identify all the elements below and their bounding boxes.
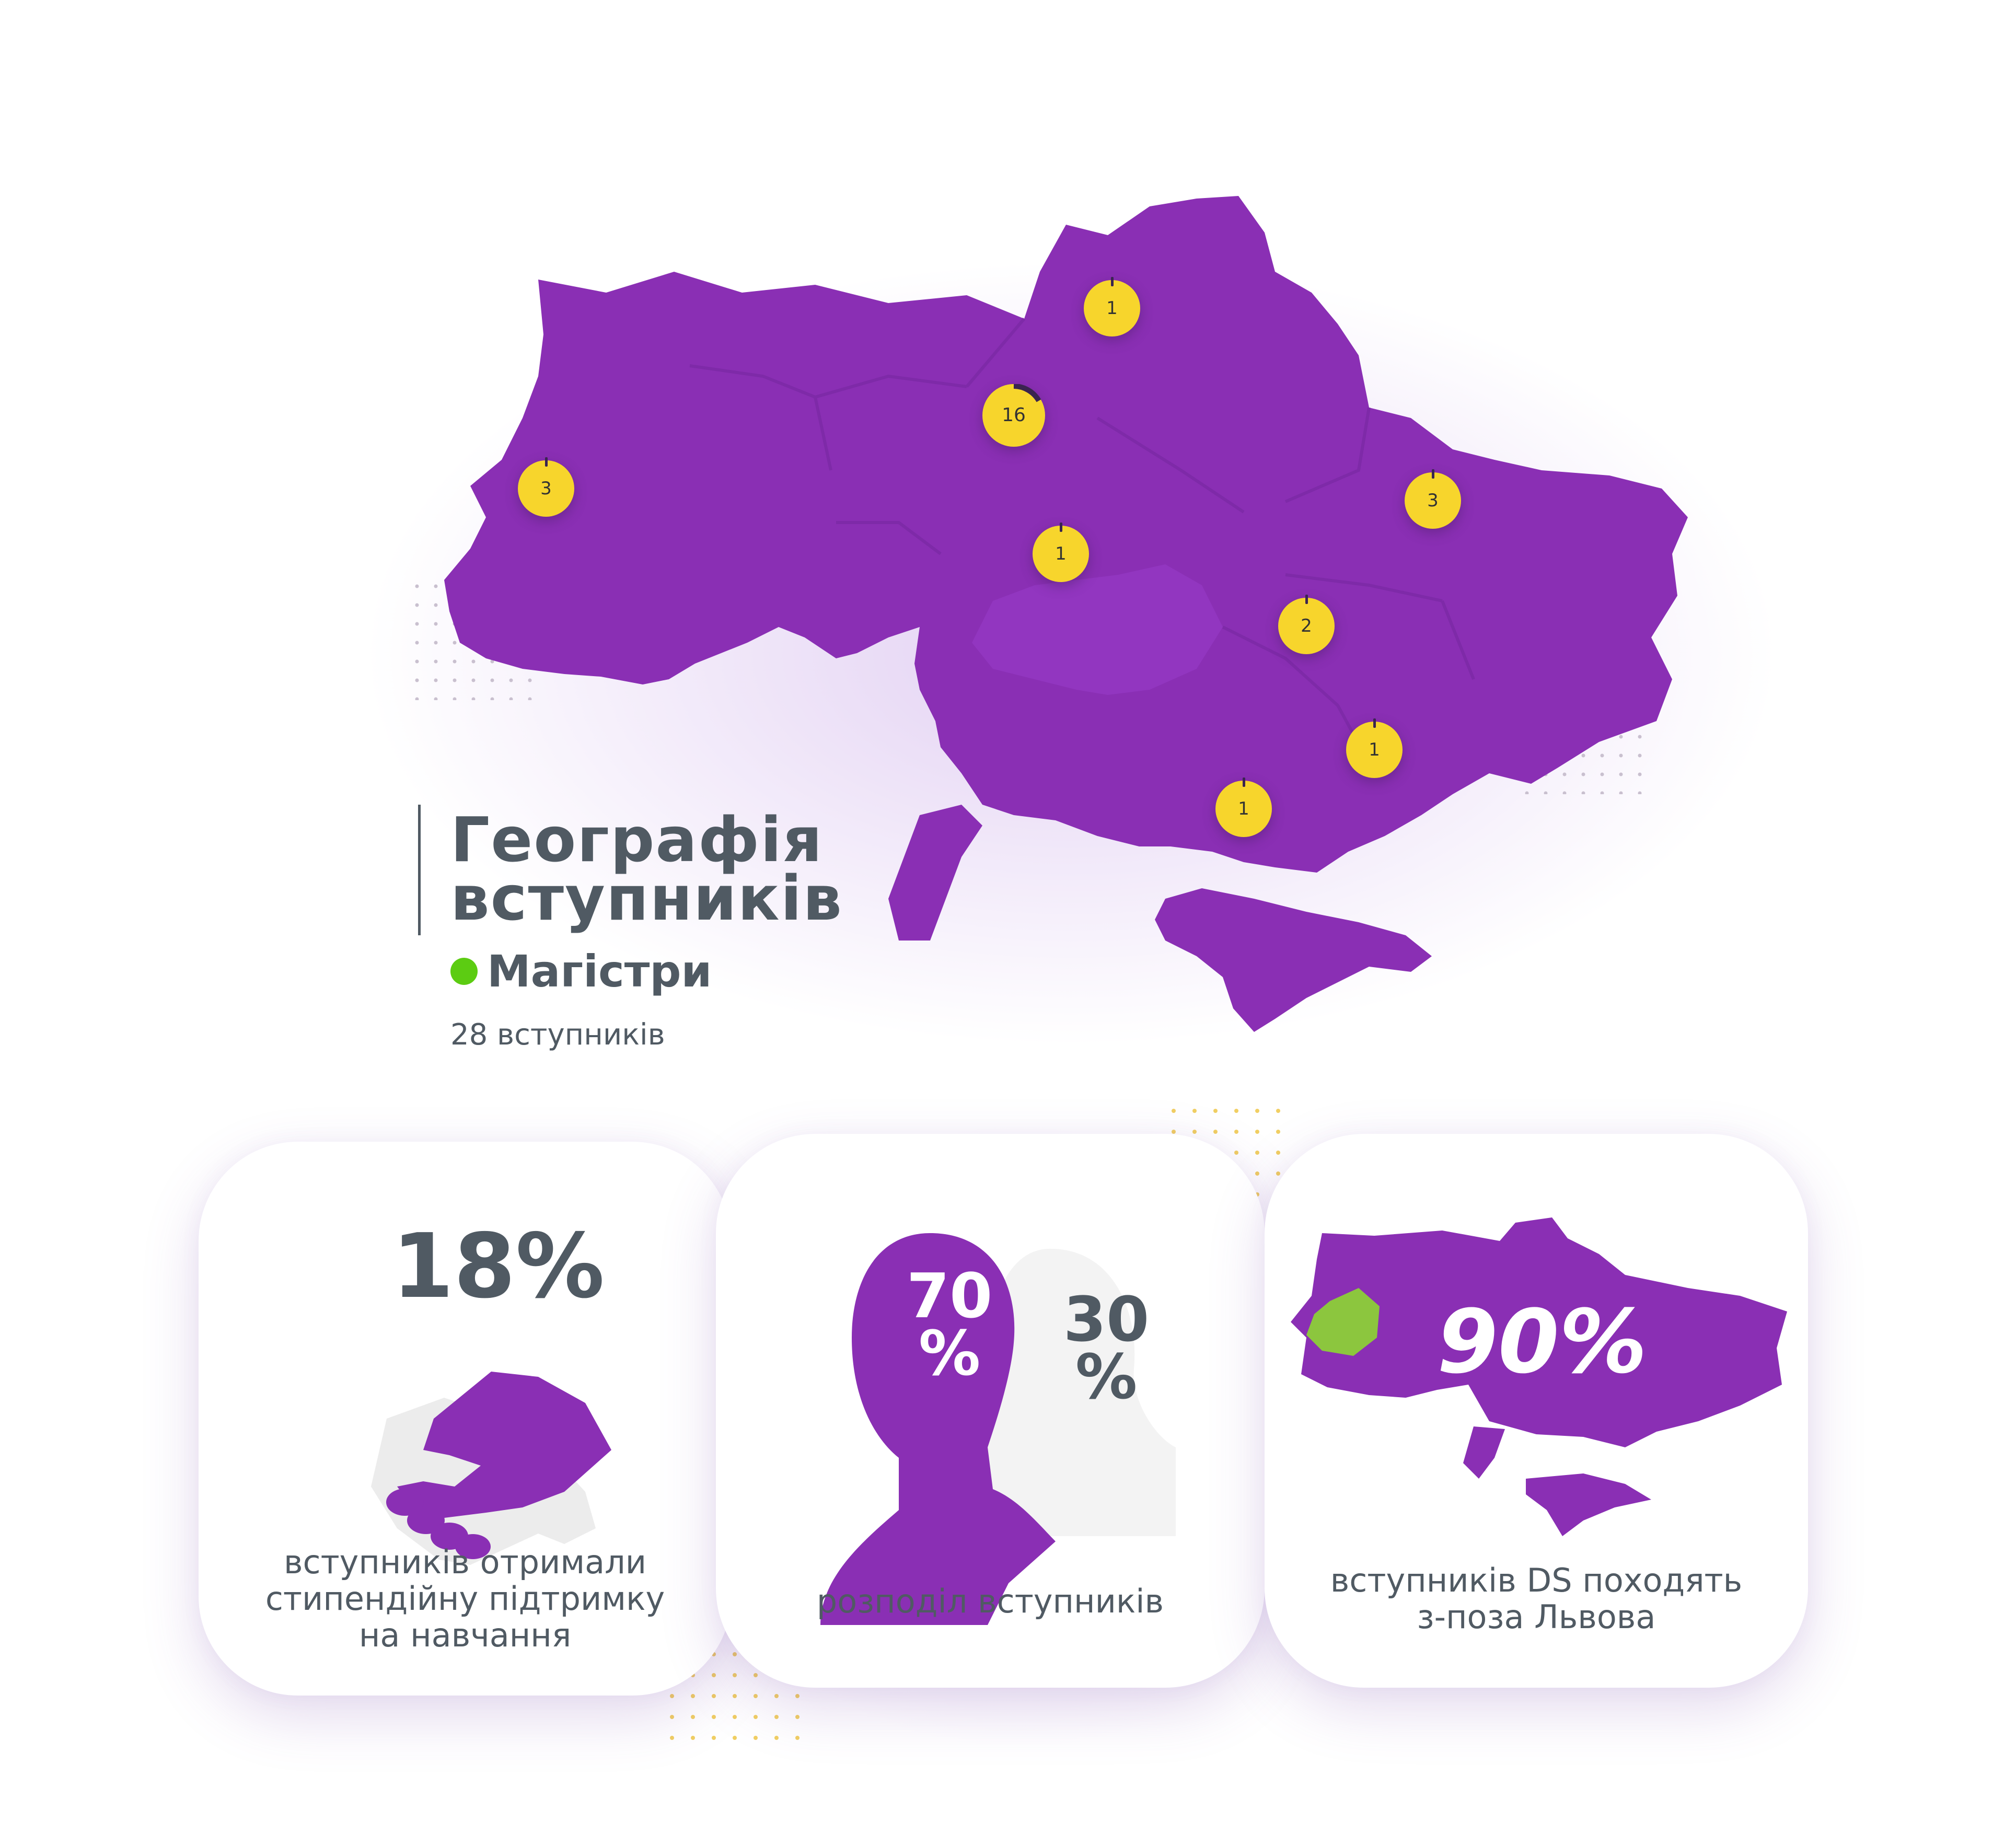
gender-caption: розподіл вступників bbox=[816, 1582, 1164, 1620]
mini-map-south bbox=[1463, 1426, 1505, 1479]
card-scholarship: 18% вступників отримали стипендійну підт… bbox=[199, 1142, 732, 1696]
marker-count: 3 bbox=[1427, 490, 1439, 511]
marker-disc bbox=[1033, 526, 1089, 582]
lviv-region-highlight bbox=[1306, 1288, 1380, 1356]
marker-count: 16 bbox=[1002, 404, 1026, 426]
marker-tick bbox=[1243, 777, 1245, 787]
marker-lviv[interactable]: 3 bbox=[518, 457, 574, 517]
mini-map-crimea bbox=[1526, 1473, 1651, 1536]
outside-lviv-value: 90% bbox=[1437, 1291, 1648, 1393]
marker-disc bbox=[1215, 781, 1272, 837]
female-percent: 30 % bbox=[1063, 1283, 1150, 1413]
marker-count: 1 bbox=[1106, 298, 1118, 319]
mini-map-mainland bbox=[1291, 1217, 1787, 1447]
legend-label: Магістри bbox=[487, 946, 712, 997]
marker-dnipro[interactable]: 2 bbox=[1278, 595, 1335, 654]
page-title-line1: Географія bbox=[450, 804, 824, 876]
male-silhouette bbox=[820, 1233, 1056, 1625]
marker-kherson[interactable]: 1 bbox=[1215, 777, 1272, 837]
scholarship-caption: вступників отримали стипендійну підтримк… bbox=[265, 1543, 665, 1654]
card-outside-lviv: 90% вступників DS походять з-поза Львова bbox=[1265, 1134, 1808, 1688]
marker-count: 1 bbox=[1369, 739, 1380, 760]
outside-lviv-caption: вступників DS походять з-поза Львова bbox=[1330, 1561, 1743, 1636]
scholarship-value: 18% bbox=[392, 1215, 605, 1318]
legend-dot bbox=[450, 958, 478, 985]
marker-tick bbox=[1305, 595, 1308, 604]
ukraine-mini-map bbox=[1291, 1217, 1787, 1536]
marker-disc bbox=[518, 460, 574, 517]
marker-disc bbox=[1084, 280, 1140, 336]
marker-vinnytsia[interactable]: 1 bbox=[1033, 523, 1089, 582]
marker-progress-arc bbox=[1013, 384, 1041, 402]
marker-tick bbox=[545, 457, 548, 467]
legend: Магістри bbox=[450, 946, 712, 997]
marker-tick bbox=[1111, 277, 1114, 286]
marker-count: 1 bbox=[1238, 798, 1249, 819]
marker-count: 2 bbox=[1301, 616, 1312, 636]
marker-disc bbox=[1405, 472, 1461, 529]
marker-count: 1 bbox=[1055, 543, 1067, 564]
handshake-icon bbox=[371, 1372, 611, 1565]
card-gender: 70 % 30 % розподіл вступників bbox=[716, 1134, 1265, 1688]
title-rule bbox=[418, 805, 421, 935]
marker-zaporizhzhia[interactable]: 1 bbox=[1346, 718, 1403, 778]
marker-count: 3 bbox=[540, 478, 552, 499]
marker-disc bbox=[1278, 598, 1335, 654]
total-count: 28 вступників bbox=[450, 1018, 665, 1052]
marker-chernihiv[interactable]: 1 bbox=[1084, 277, 1140, 336]
marker-tick bbox=[1060, 523, 1062, 532]
page-title-line2: вступників bbox=[450, 862, 843, 934]
male-percent: 70 % bbox=[907, 1260, 993, 1389]
marker-disc bbox=[1346, 722, 1403, 778]
marker-kyiv[interactable]: 16 bbox=[982, 384, 1045, 447]
marker-kharkiv[interactable]: 3 bbox=[1405, 469, 1461, 529]
marker-tick bbox=[1432, 469, 1434, 479]
marker-tick bbox=[1373, 718, 1376, 728]
gender-silhouettes bbox=[820, 1233, 1176, 1625]
